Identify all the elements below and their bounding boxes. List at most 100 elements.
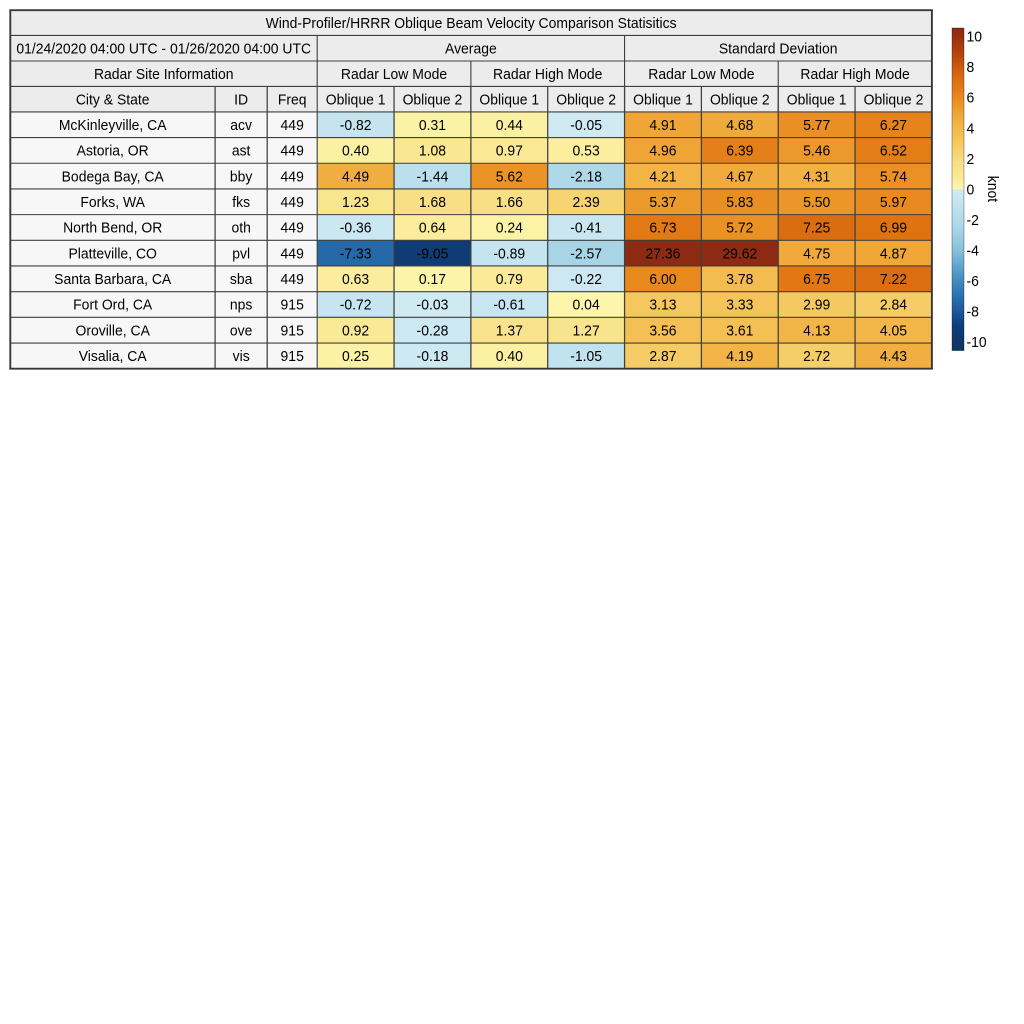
svg-text:915: 915 [281,297,304,314]
svg-text:3.61: 3.61 [726,322,753,339]
svg-text:4.21: 4.21 [649,168,676,185]
svg-text:449: 449 [281,168,304,185]
svg-text:-0.89: -0.89 [493,245,525,262]
svg-text:6.00: 6.00 [649,271,676,288]
svg-text:1.27: 1.27 [573,322,600,339]
svg-text:449: 449 [281,143,304,160]
svg-text:0.97: 0.97 [496,143,523,160]
svg-text:4.13: 4.13 [803,322,830,339]
svg-text:Oblique 2: Oblique 2 [864,91,924,108]
svg-text:-0.61: -0.61 [493,297,525,314]
svg-text:5.72: 5.72 [726,220,753,237]
svg-text:McKinleyville, CA: McKinleyville, CA [59,117,167,134]
svg-text:-7.33: -7.33 [340,245,372,262]
svg-text:0.92: 0.92 [342,322,369,339]
svg-text:Radar Low Mode: Radar Low Mode [341,66,447,83]
svg-text:City & State: City & State [76,91,150,108]
svg-text:0.31: 0.31 [419,117,446,134]
svg-text:-2.57: -2.57 [570,245,602,262]
svg-text:Visalia, CA: Visalia, CA [79,348,147,365]
svg-text:-0.18: -0.18 [417,348,449,365]
svg-text:6.52: 6.52 [880,143,907,160]
svg-text:-0.28: -0.28 [417,322,449,339]
svg-text:4.49: 4.49 [342,168,369,185]
svg-text:bby: bby [230,168,253,185]
svg-text:1.23: 1.23 [342,194,369,211]
svg-text:-0.22: -0.22 [570,271,602,288]
svg-text:449: 449 [281,271,304,288]
svg-text:3.56: 3.56 [649,322,676,339]
svg-text:Oblique 2: Oblique 2 [710,91,770,108]
svg-text:acv: acv [230,117,252,134]
svg-text:1.66: 1.66 [496,194,523,211]
svg-text:Oblique 1: Oblique 1 [479,91,539,108]
svg-text:Wind-Profiler/HRRR Oblique Bea: Wind-Profiler/HRRR Oblique Beam Velocity… [266,15,677,32]
svg-text:5.50: 5.50 [803,194,830,211]
svg-text:Platteville, CO: Platteville, CO [69,245,157,262]
svg-text:4: 4 [967,120,975,137]
svg-text:-0.36: -0.36 [340,220,372,237]
svg-text:Oblique 2: Oblique 2 [556,91,616,108]
svg-text:Average: Average [445,40,497,57]
svg-text:-4: -4 [967,242,979,259]
svg-text:915: 915 [281,348,304,365]
svg-text:Oblique 1: Oblique 1 [787,91,847,108]
svg-text:5.74: 5.74 [880,168,907,185]
svg-text:4.96: 4.96 [649,143,676,160]
svg-text:Radar High Mode: Radar High Mode [493,66,602,83]
svg-text:0.17: 0.17 [419,271,446,288]
svg-text:ove: ove [230,322,252,339]
svg-text:449: 449 [281,194,304,211]
svg-text:0.63: 0.63 [342,271,369,288]
svg-text:Radar Low Mode: Radar Low Mode [648,66,754,83]
svg-text:7.22: 7.22 [880,271,907,288]
svg-text:-6: -6 [967,273,979,290]
svg-text:Oblique 1: Oblique 1 [633,91,693,108]
svg-text:Freq: Freq [278,91,307,108]
svg-text:0: 0 [967,181,975,198]
svg-text:6: 6 [967,90,975,107]
svg-text:Bodega Bay, CA: Bodega Bay, CA [62,168,164,185]
svg-text:2.84: 2.84 [880,297,907,314]
svg-text:4.67: 4.67 [726,168,753,185]
svg-text:5.37: 5.37 [649,194,676,211]
svg-text:ID: ID [234,91,248,108]
svg-text:449: 449 [281,117,304,134]
svg-text:-2: -2 [967,212,979,229]
svg-text:0.40: 0.40 [496,348,523,365]
svg-text:0.53: 0.53 [573,143,600,160]
svg-text:6.27: 6.27 [880,117,907,134]
svg-text:5.62: 5.62 [496,168,523,185]
svg-text:10: 10 [967,29,983,46]
svg-text:4.05: 4.05 [880,322,907,339]
svg-text:3.13: 3.13 [649,297,676,314]
svg-text:Radar Site Information: Radar Site Information [94,66,234,83]
svg-text:5.83: 5.83 [726,194,753,211]
svg-text:0.44: 0.44 [496,117,523,134]
svg-text:5.46: 5.46 [803,143,830,160]
svg-text:Astoria, OR: Astoria, OR [77,143,149,160]
svg-text:Radar High Mode: Radar High Mode [800,66,909,83]
svg-text:Forks, WA: Forks, WA [80,194,145,211]
svg-text:Oblique 1: Oblique 1 [326,91,386,108]
svg-text:-8: -8 [967,304,979,321]
svg-text:1.68: 1.68 [419,194,446,211]
svg-text:29.62: 29.62 [722,245,757,262]
svg-text:pvl: pvl [232,245,250,262]
svg-text:2.39: 2.39 [573,194,600,211]
svg-text:-1.44: -1.44 [417,168,449,185]
svg-text:4.91: 4.91 [649,117,676,134]
svg-text:Standard Deviation: Standard Deviation [719,40,838,57]
svg-text:-0.03: -0.03 [417,297,449,314]
svg-text:-1.05: -1.05 [570,348,602,365]
svg-text:0.64: 0.64 [419,220,446,237]
svg-text:-10: -10 [967,334,987,351]
svg-text:Santa Barbara, CA: Santa Barbara, CA [54,271,171,288]
svg-text:2.87: 2.87 [649,348,676,365]
svg-text:nps: nps [230,297,252,314]
svg-text:6.75: 6.75 [803,271,830,288]
svg-text:6.99: 6.99 [880,220,907,237]
svg-text:4.87: 4.87 [880,245,907,262]
svg-text:5.97: 5.97 [880,194,907,211]
svg-text:5.77: 5.77 [803,117,830,134]
